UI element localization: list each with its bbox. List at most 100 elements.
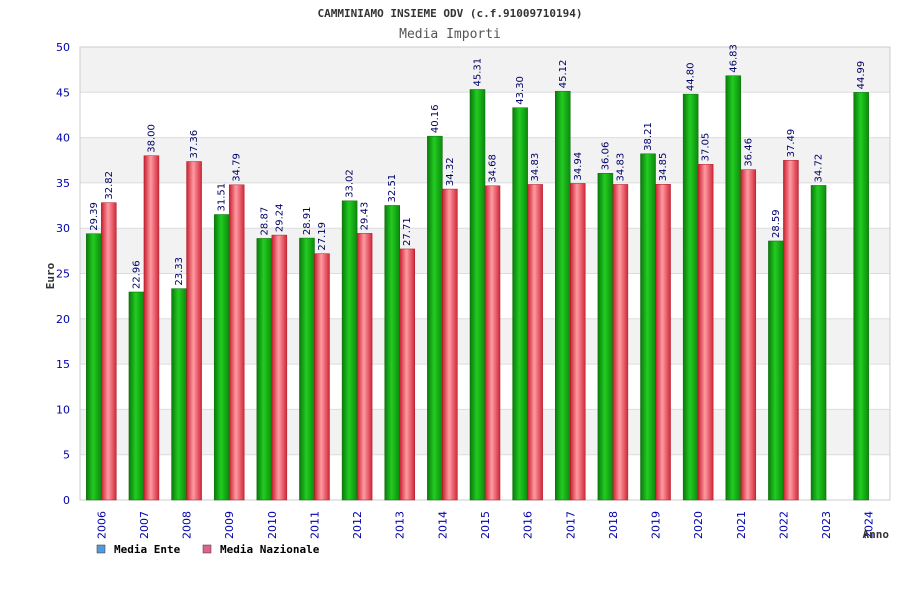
data-label: 34.32 (445, 157, 456, 186)
data-label: 34.83 (615, 153, 626, 182)
bar-nazionale (612, 184, 629, 501)
data-label: 38.00 (146, 124, 157, 153)
y-tick-label: 50 (56, 41, 70, 54)
x-tick-label: 2023 (820, 511, 833, 539)
data-label: 34.68 (488, 154, 499, 183)
bar-nazionale (697, 164, 714, 501)
data-label: 23.33 (174, 257, 185, 286)
x-tick-label: 2024 (863, 511, 876, 539)
x-tick-label: 2020 (692, 511, 705, 539)
legend-swatch-nazionale (202, 544, 212, 554)
y-axis-ticks: 0 5 10 15 20 25 30 35 40 45 50 (56, 41, 70, 507)
bar-ente (512, 107, 528, 501)
data-label: 29.39 (89, 202, 100, 231)
data-label: 27.19 (317, 222, 328, 251)
data-label: 28.87 (259, 207, 270, 236)
data-label: 36.46 (743, 138, 754, 167)
bar-nazionale (186, 161, 202, 501)
data-label: 46.83 (728, 44, 739, 73)
x-tick-label: 2022 (777, 511, 790, 539)
data-label: 22.96 (131, 260, 142, 289)
bar-ente (810, 185, 827, 501)
data-label: 33.02 (345, 169, 356, 198)
bars (86, 75, 869, 501)
data-label: 37.49 (786, 129, 797, 158)
x-tick-label: 2011 (308, 511, 321, 539)
bar-nazionale (783, 160, 799, 501)
x-tick-label: 2015 (479, 511, 492, 539)
data-label: 34.79 (232, 153, 243, 182)
data-labels: 29.39 22.96 23.33 31.51 28.87 28.91 33.02 32.51… (89, 44, 867, 289)
bar-ente (682, 93, 699, 501)
data-label: 37.36 (189, 130, 200, 159)
bar-ente (853, 92, 869, 501)
bar-ente (171, 288, 187, 501)
bar-ente (469, 89, 486, 501)
x-tick-label: 2013 (394, 511, 407, 539)
data-label: 44.99 (856, 61, 867, 90)
data-label: 40.16 (430, 105, 441, 134)
y-tick-label: 15 (56, 358, 70, 371)
data-label: 32.51 (387, 174, 398, 203)
data-label: 36.06 (600, 142, 611, 171)
legend-label-nazionale: Media Nazionale (220, 543, 320, 556)
x-tick-label: 2009 (223, 511, 236, 539)
data-label: 34.94 (573, 152, 584, 181)
bar-ente (341, 200, 358, 501)
data-label: 27.71 (402, 217, 413, 246)
data-label: 43.30 (515, 76, 526, 105)
bar-nazionale (228, 184, 245, 501)
x-tick-label: 2018 (607, 511, 620, 539)
data-label: 32.82 (104, 171, 115, 200)
bar-ente (256, 238, 273, 501)
bar-nazionale (271, 234, 288, 501)
bar-ente (768, 240, 784, 501)
bar-nazionale (101, 202, 117, 501)
y-tick-label: 0 (63, 494, 70, 507)
x-tick-label: 2017 (564, 511, 577, 539)
data-label: 34.83 (530, 153, 541, 182)
legend-label-ente: Media Ente (114, 543, 181, 556)
bar-nazionale (655, 184, 671, 501)
y-tick-label: 10 (56, 403, 70, 416)
bar-ente (725, 75, 742, 501)
bar-ente (427, 135, 443, 501)
x-tick-label: 2006 (95, 511, 108, 539)
y-axis-label: Euro (44, 262, 57, 289)
bar-ente (597, 173, 614, 501)
x-axis-label: Anno (863, 528, 890, 541)
bar-nazionale (570, 183, 586, 501)
x-tick-label: 2010 (266, 511, 279, 539)
y-tick-label: 25 (56, 268, 70, 281)
y-tick-label: 35 (56, 177, 70, 190)
bar-ente (640, 153, 656, 501)
data-label: 37.05 (701, 133, 712, 162)
bar-ente (555, 90, 571, 501)
data-label: 29.24 (274, 203, 285, 232)
data-label: 38.21 (643, 122, 654, 151)
data-label: 34.85 (658, 153, 669, 182)
bar-nazionale (399, 248, 415, 501)
bar-ente (128, 291, 145, 501)
legend: Media Ente Media Nazionale (96, 543, 320, 556)
bar-ente (299, 237, 315, 501)
grid-band (80, 47, 890, 93)
x-tick-label: 2021 (735, 511, 748, 539)
data-label: 45.31 (473, 58, 484, 87)
x-tick-label: 2007 (138, 511, 151, 539)
x-tick-label: 2014 (436, 511, 449, 539)
x-tick-label: 2019 (650, 511, 663, 539)
bar-nazionale (484, 185, 501, 501)
data-label: 28.91 (302, 206, 313, 235)
data-label: 28.59 (771, 209, 782, 238)
x-tick-label: 2008 (181, 511, 194, 539)
bar-ente (384, 205, 400, 501)
bar-nazionale (527, 184, 543, 501)
bar-nazionale (740, 169, 757, 501)
bar-nazionale (314, 253, 330, 501)
y-tick-label: 20 (56, 313, 70, 326)
bar-nazionale (143, 155, 160, 501)
data-label: 29.43 (360, 202, 371, 231)
bar-nazionale (442, 188, 458, 501)
